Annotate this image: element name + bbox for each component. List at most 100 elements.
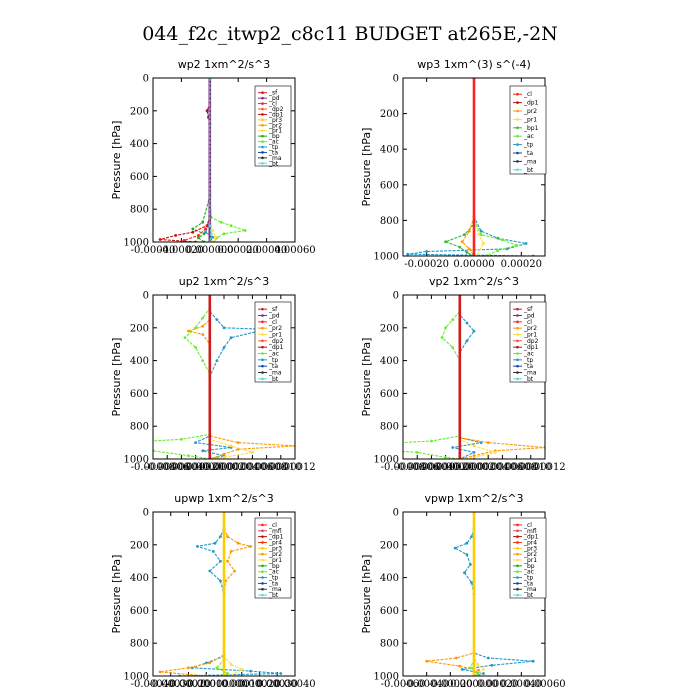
legend-label: _bp <box>268 563 280 570</box>
legend-marker <box>516 582 519 585</box>
series-point-_tp <box>204 230 207 234</box>
legend-label: _ma <box>523 586 537 593</box>
legend-marker <box>261 364 264 368</box>
x-tick-label: 0.00060 <box>274 245 315 256</box>
legend-label: _bp <box>268 133 280 140</box>
series-point-_pr2 <box>236 541 240 545</box>
x-tick-label: 0.00020 <box>218 245 259 256</box>
legend-marker <box>261 156 264 160</box>
series-point-_pr2 <box>458 664 462 668</box>
plot-frame <box>152 511 296 677</box>
series-point-_ac <box>444 326 447 330</box>
legend-marker <box>516 326 519 330</box>
series-point-_pr2 <box>460 240 464 244</box>
y-tick-label: 1000 <box>124 672 149 683</box>
legend-marker <box>516 352 519 355</box>
legend-label: _pr3 <box>268 117 282 124</box>
y-axis-label: Pressure [hPa] <box>360 338 373 417</box>
series-point-_ac <box>451 346 455 349</box>
legend-marker <box>261 161 264 165</box>
x-tick-label: -0.00004 <box>409 462 454 473</box>
x-tick-label: -0.00040 <box>131 679 176 690</box>
series-point-_tp <box>222 326 226 330</box>
x-tick-label: 0.00020 <box>477 679 518 690</box>
series-point-_tp <box>249 669 253 673</box>
legend-marker <box>261 593 264 597</box>
series-point-_ac <box>243 229 247 232</box>
legend-label: _bt <box>523 592 534 599</box>
legend-label: _mfl <box>268 528 282 535</box>
series-point-_ac <box>469 666 472 670</box>
series-line-_tp <box>453 512 534 676</box>
series-point-_tp <box>219 559 222 563</box>
x-tick-label: 0.00040 <box>274 679 315 690</box>
x-tick-label: 0.00004 <box>468 462 509 473</box>
series-point-_pr2 <box>486 441 490 444</box>
series-point-_bt <box>208 224 212 228</box>
series-point-_ac <box>201 316 205 320</box>
legend-marker <box>516 377 519 381</box>
x-tick-label: -0.00020 <box>166 679 211 690</box>
panel-title: up2 1xm^2/s^3 <box>179 275 270 288</box>
legend-marker <box>261 377 264 381</box>
legend-marker <box>261 314 264 317</box>
series-point-_bp <box>201 220 205 224</box>
y-axis-label: Pressure [hPa] <box>110 121 123 200</box>
series-point-_tp <box>465 321 469 325</box>
legend-marker <box>516 541 519 544</box>
legend-label: _pr2 <box>523 325 537 332</box>
legend-marker <box>261 96 264 100</box>
series-point-_pr2 <box>425 659 429 663</box>
x-tick-label: 0.00006 <box>232 462 273 473</box>
series-point-_pr2 <box>226 535 230 538</box>
series-point-_ac <box>180 437 183 441</box>
y-tick-label: 0 <box>143 74 149 85</box>
legend-marker <box>261 547 264 550</box>
series-point-_pr2 <box>201 324 205 328</box>
legend-marker <box>516 307 519 311</box>
y-axis-label: Pressure [hPa] <box>360 555 373 634</box>
legend-marker <box>516 358 519 362</box>
legend-label: _pr2 <box>523 108 537 115</box>
legend-box <box>509 517 547 599</box>
series-line-_bt <box>209 78 212 242</box>
x-tick-label: -0.00020 <box>428 679 473 690</box>
x-tick-label: 0.000000 <box>186 245 234 256</box>
legend-label: _pd <box>523 313 535 320</box>
legend-marker <box>261 523 264 527</box>
panel-0: wp2 1xm^2/s^3 Pressure [hPa] 0 200 400 600 800… <box>110 58 316 256</box>
x-tick-label: -0.00008 <box>131 462 176 473</box>
y-tick-label: 0 <box>393 291 399 302</box>
x-tick-label: 0.00012 <box>524 462 565 473</box>
legend-label: _ta <box>523 363 533 370</box>
legend-marker <box>516 570 519 573</box>
panel-title: vp2 1xm^2/s^3 <box>429 275 519 288</box>
x-tick-label: 0.00040 <box>246 245 287 256</box>
series-line-_dp1 <box>159 78 211 242</box>
y-tick-label: 400 <box>130 573 149 584</box>
series-point-_ac <box>444 456 447 459</box>
legend-label: _cl <box>523 91 532 98</box>
series-point-_pr1 <box>482 668 485 671</box>
series-point-_tp <box>486 656 490 660</box>
series-point-_ac <box>81 445 84 448</box>
series-point-_tp <box>465 339 469 343</box>
series-point-_pr2 <box>454 656 458 660</box>
series-point-_bp1 <box>458 245 462 249</box>
legend-label: _pr3 <box>523 545 537 552</box>
legend-marker <box>516 101 519 104</box>
legend-marker <box>516 576 519 579</box>
legend-marker <box>516 345 519 349</box>
legend-label: _cl <box>523 522 532 529</box>
legend-label: _cl <box>268 522 277 529</box>
legend-label: _bt <box>523 376 534 383</box>
legend-marker <box>516 168 519 172</box>
legend-label: _ta <box>523 150 533 157</box>
series-point-_tp <box>469 563 472 566</box>
legend-marker <box>261 333 264 336</box>
y-tick-label: 800 <box>130 205 149 216</box>
figure-title: 044_f2c_itwp2_c8c11 BUDGET at265E,-2N <box>142 23 558 45</box>
series-point-_ac <box>501 238 504 242</box>
series-point-_pr2 <box>222 452 226 456</box>
legend-label: _dp1 <box>523 344 539 351</box>
